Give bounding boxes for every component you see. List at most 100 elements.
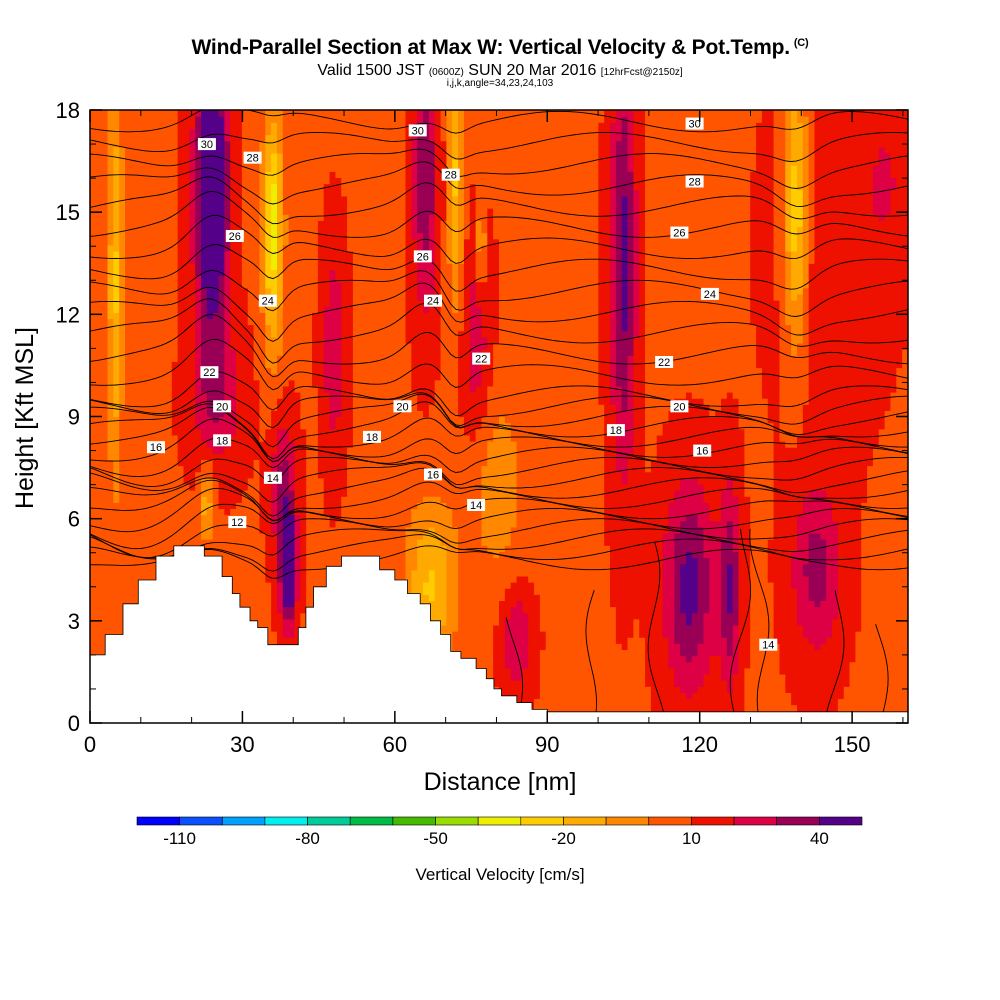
velocity-cell	[183, 324, 190, 332]
velocity-cell	[282, 361, 290, 369]
velocity-cell	[241, 214, 249, 221]
velocity-cell	[136, 275, 144, 283]
velocity-cell	[265, 416, 272, 424]
velocity-cell	[230, 263, 237, 270]
velocity-cell	[177, 201, 185, 209]
velocity-cell	[335, 226, 342, 234]
velocity-cell	[370, 453, 377, 461]
velocity-cell	[300, 539, 307, 546]
velocity-cell	[183, 177, 190, 185]
velocity-cell	[282, 441, 290, 448]
velocity-cell	[265, 539, 272, 546]
velocity-cell	[95, 447, 103, 454]
velocity-cell	[341, 232, 348, 240]
velocity-cell	[317, 465, 325, 473]
velocity-cell	[323, 391, 331, 399]
velocity-cell	[154, 453, 161, 461]
velocity-cell	[101, 385, 109, 393]
velocity-cell	[236, 312, 243, 320]
velocity-cell	[282, 416, 290, 424]
velocity-cell	[347, 312, 354, 320]
velocity-cell	[218, 159, 225, 166]
velocity-cell	[130, 275, 138, 283]
velocity-cell	[247, 349, 255, 356]
velocity-cell	[317, 318, 325, 326]
velocity-cell	[95, 649, 103, 657]
velocity-cell	[329, 465, 336, 473]
velocity-cell	[189, 422, 196, 430]
velocity-cell	[113, 410, 120, 418]
velocity-cell	[130, 281, 138, 289]
velocity-cell	[341, 471, 348, 479]
velocity-cell	[276, 165, 284, 172]
velocity-cell	[160, 398, 167, 405]
velocity-cell	[90, 422, 97, 430]
velocity-cell	[201, 116, 208, 123]
velocity-cell	[183, 422, 190, 430]
velocity-cell	[154, 471, 161, 479]
velocity-cell	[236, 539, 243, 546]
velocity-cell	[294, 416, 301, 424]
velocity-cell	[218, 183, 225, 191]
velocity-cell	[247, 539, 255, 546]
velocity-cell	[130, 459, 138, 467]
velocity-cell	[329, 201, 336, 209]
velocity-cell	[282, 220, 290, 228]
velocity-cell	[259, 422, 266, 430]
velocity-cell	[312, 551, 319, 559]
velocity-cell	[341, 532, 348, 540]
velocity-cell	[130, 575, 138, 583]
velocity-cell	[113, 324, 120, 332]
velocity-cell	[230, 355, 237, 362]
velocity-cell	[364, 526, 372, 534]
velocity-cell	[177, 189, 185, 197]
velocity-cell	[335, 275, 342, 283]
velocity-cell	[113, 208, 120, 215]
velocity-cell	[241, 588, 249, 595]
velocity-cell	[300, 201, 307, 209]
velocity-cell	[312, 293, 319, 301]
velocity-cell	[119, 453, 126, 461]
velocity-cell	[195, 361, 202, 369]
velocity-cell	[171, 385, 179, 393]
velocity-cell	[282, 465, 290, 473]
velocity-cell	[177, 300, 185, 307]
velocity-cell	[253, 526, 261, 534]
velocity-cell	[177, 208, 185, 215]
velocity-cell	[247, 453, 255, 461]
velocity-cell	[201, 171, 208, 179]
velocity-cell	[265, 490, 272, 497]
velocity-cell	[160, 116, 167, 123]
velocity-cell	[317, 459, 325, 467]
velocity-cell	[160, 275, 167, 283]
velocity-cell	[236, 355, 243, 362]
velocity-cell	[125, 471, 132, 479]
velocity-cell	[201, 349, 208, 356]
velocity-cell	[206, 122, 214, 129]
velocity-cell	[253, 122, 261, 129]
velocity-cell	[154, 465, 161, 473]
velocity-cell	[90, 134, 97, 142]
velocity-cell	[230, 398, 237, 405]
velocity-cell	[312, 165, 319, 172]
velocity-cell	[312, 275, 319, 283]
velocity-cell	[241, 177, 249, 185]
velocity-cell	[253, 220, 261, 228]
velocity-cell	[259, 441, 266, 448]
velocity-cell	[165, 159, 173, 166]
velocity-cell	[294, 563, 301, 571]
velocity-cell	[90, 281, 97, 289]
velocity-cell	[201, 520, 208, 528]
velocity-cell	[130, 244, 138, 252]
velocity-cell	[165, 514, 173, 522]
velocity-cell	[317, 483, 325, 491]
velocity-cell	[125, 428, 132, 436]
velocity-cell	[294, 551, 301, 559]
velocity-cell	[212, 306, 220, 313]
velocity-cell	[125, 532, 132, 540]
velocity-cell	[154, 355, 161, 362]
velocity-cell	[113, 330, 120, 338]
velocity-cell	[125, 404, 132, 411]
velocity-cell	[347, 520, 354, 528]
velocity-cell	[323, 232, 331, 240]
